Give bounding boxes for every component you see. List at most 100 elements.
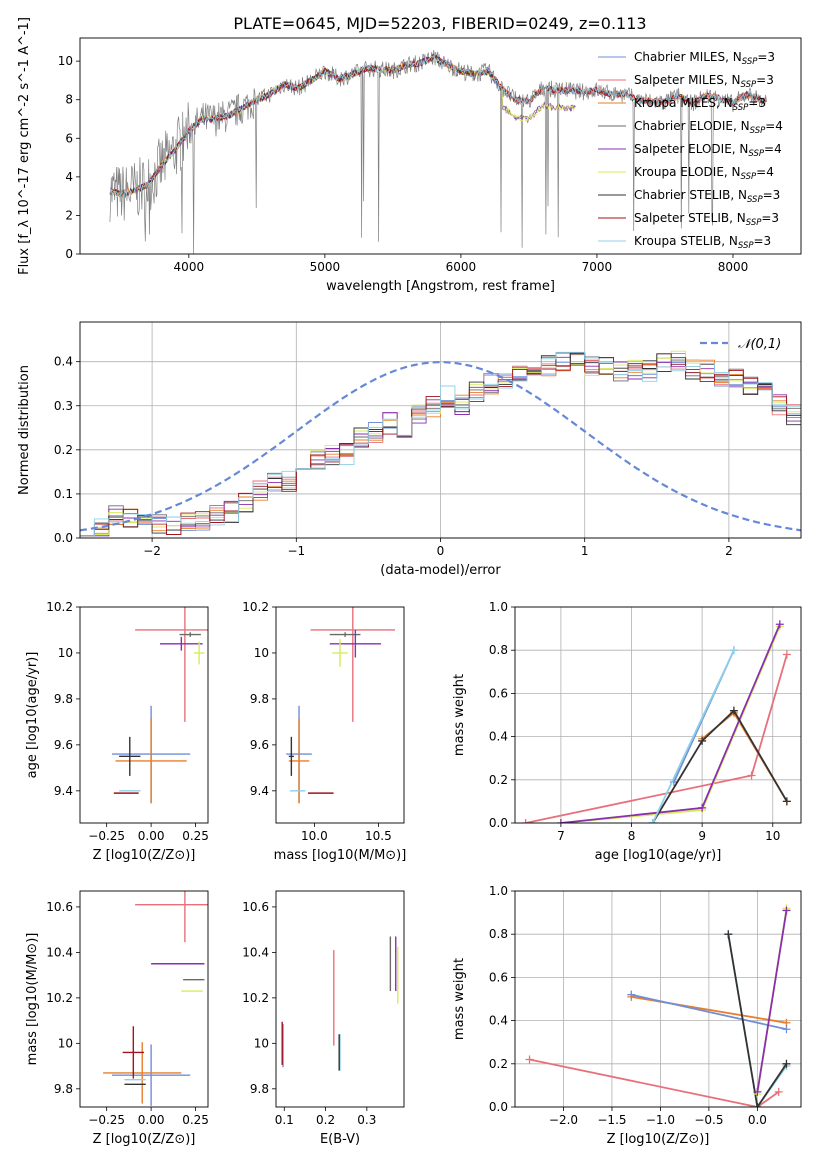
y-tick-label: 0.2 <box>489 773 508 787</box>
plot-area <box>286 607 396 804</box>
errorbar-point <box>112 1044 191 1106</box>
weight-line <box>651 709 788 823</box>
weight-line <box>727 934 788 1107</box>
weight-marker <box>556 819 565 823</box>
y-tick-label: 10 <box>254 1036 269 1050</box>
weight-marker <box>627 990 636 999</box>
y-tick-label: 0.6 <box>489 686 508 700</box>
weight-marker <box>782 1059 791 1068</box>
y-tick-label: 9.4 <box>54 784 73 798</box>
x-tick-label: 1 <box>581 544 589 558</box>
y-tick-label: 9.8 <box>54 692 73 706</box>
y-axis-label: mass weight <box>452 674 467 756</box>
grid <box>515 890 801 1108</box>
x-tick-label: 5000 <box>310 260 341 274</box>
y-tick-label: 0.0 <box>54 531 73 545</box>
y-tick-label: 10.2 <box>46 600 73 614</box>
weight-marker <box>724 930 733 939</box>
y-tick-label: 10 <box>254 646 269 660</box>
y-tick-label: 10.2 <box>242 600 269 614</box>
axes-frame <box>275 890 405 1108</box>
errorbar-point <box>179 632 201 637</box>
y-tick-label: 4 <box>65 170 73 184</box>
weight-marker <box>698 803 707 812</box>
y-tick-label: 0.4 <box>54 355 73 369</box>
weight-marker <box>782 650 791 659</box>
weight-marker <box>774 1087 783 1096</box>
x-tick-label: 2 <box>725 544 733 558</box>
x-tick-label: 10.0 <box>301 829 328 843</box>
chart-spectrum: 4000 5000 6000 7000 8000 0 2 4 6 8 10 wavelength [A… <box>17 17 802 294</box>
errorbar-point <box>122 1026 144 1079</box>
weight-line <box>701 711 788 802</box>
weight-line <box>631 993 787 1031</box>
chart-mass_weight_vs_age: 7 8 9 10 0.0 0.2 0.4 0.6 0.8 1.0 age [log10(age/yr… <box>452 600 802 863</box>
x-axis-label: wavelength [Angstrom, rest frame] <box>326 279 555 294</box>
x-axis-label: age [log10(age/yr)] <box>595 848 722 863</box>
errorbar-point <box>119 736 141 776</box>
weight-marker <box>753 1103 762 1107</box>
x-tick-label: −0.25 <box>88 829 125 843</box>
x-axis-label: Z [log10(Z/Z⊙)] <box>93 1132 196 1147</box>
x-tick-label: 0.00 <box>138 829 165 843</box>
y-tick-label: 0.3 <box>54 399 73 413</box>
normal-curve <box>80 360 801 532</box>
weight-marker <box>753 1087 762 1096</box>
y-tick-label: 10 <box>58 646 73 660</box>
weight-marker <box>525 1055 534 1064</box>
y-tick-label: 0.8 <box>489 643 508 657</box>
x-tick-label: 0.1 <box>275 1113 294 1127</box>
weight-marker <box>698 736 707 745</box>
y-axis-label: Flux [f_λ 10^-17 erg cm^-2 s^-1 A^-1] <box>17 17 32 275</box>
errorbar-point <box>115 718 187 804</box>
x-tick-label: −2 <box>143 544 161 558</box>
y-axis-label: age [log10(age/yr)] <box>25 652 40 779</box>
legend-label: Salpeter ELODIE, NSSP=4 <box>634 142 782 159</box>
y-tick-label: 0.2 <box>54 443 73 457</box>
x-axis-label: Z [log10(Z/Z⊙)] <box>93 848 196 863</box>
errorbar-point <box>310 607 396 722</box>
weight-marker <box>729 706 738 715</box>
errorbar-point <box>288 718 310 804</box>
x-tick-label: −1.0 <box>646 1113 675 1127</box>
y-tick-label: 2 <box>65 208 73 222</box>
plot-area <box>109 49 768 254</box>
x-tick-label: −0.5 <box>694 1113 723 1127</box>
y-tick-label: 10.2 <box>46 991 73 1005</box>
x-tick-label: 0.0 <box>748 1113 767 1127</box>
axes-frame <box>514 606 802 824</box>
x-tick-label: 0 <box>437 544 445 558</box>
x-tick-label: −0.25 <box>88 1113 125 1127</box>
y-tick-label: 0.4 <box>489 730 508 744</box>
y-tick-label: 10.6 <box>46 900 73 914</box>
weight-line <box>651 649 735 823</box>
weight-marker <box>782 797 791 806</box>
x-tick-label: −2.0 <box>549 1113 578 1127</box>
y-tick-label: 6 <box>65 131 73 145</box>
y-tick-label: 10.2 <box>242 991 269 1005</box>
y-tick-label: 10.6 <box>242 900 269 914</box>
y-tick-label: 0.4 <box>489 1014 508 1028</box>
errorbar-point <box>135 891 208 943</box>
axes-frame <box>79 321 802 539</box>
x-tick-label: 0.2 <box>316 1113 335 1127</box>
y-tick-label: 0.1 <box>54 487 73 501</box>
errorbar-point <box>135 607 208 722</box>
grid <box>515 606 801 824</box>
x-tick-label: −1.5 <box>597 1113 626 1127</box>
grid <box>80 322 801 539</box>
y-tick-label: 0.8 <box>489 927 508 941</box>
axes-frame <box>79 890 209 1108</box>
y-tick-label: 10.4 <box>46 945 73 959</box>
y-tick-label: 9.6 <box>250 738 269 752</box>
weight-marker <box>782 906 791 915</box>
y-tick-label: 10.4 <box>242 945 269 959</box>
x-axis-label: (data-model)/error <box>380 563 501 578</box>
x-tick-label: 0.00 <box>138 1113 165 1127</box>
y-tick-label: 0.6 <box>489 970 508 984</box>
y-tick-label: 0.0 <box>489 816 508 830</box>
weight-line <box>525 654 788 823</box>
x-tick-label: 8000 <box>718 260 749 274</box>
y-axis-label: Normed distribution <box>17 365 32 495</box>
